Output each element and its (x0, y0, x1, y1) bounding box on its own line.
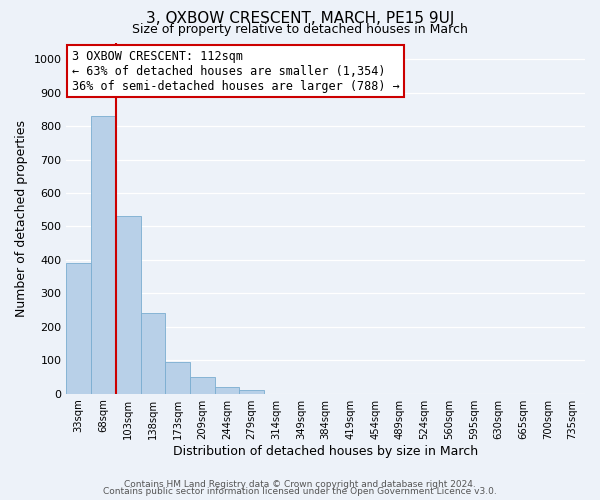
Bar (165, 362, 190, 394)
Text: 3 OXBOW CRESCENT: 112sqm
← 63% of detached houses are smaller (1,354)
36% of sem: 3 OXBOW CRESCENT: 112sqm ← 63% of detach… (71, 50, 400, 92)
X-axis label: Distribution of detached houses by size in March: Distribution of detached houses by size … (173, 444, 478, 458)
Bar (116, 216, 140, 394)
Bar (91, 116, 116, 394)
Bar (140, 314, 165, 394)
Text: Contains public sector information licensed under the Open Government Licence v3: Contains public sector information licen… (103, 487, 497, 496)
Text: Contains HM Land Registry data © Crown copyright and database right 2024.: Contains HM Land Registry data © Crown c… (124, 480, 476, 489)
Bar (190, 377, 215, 394)
Bar (67, 264, 91, 394)
Y-axis label: Number of detached properties: Number of detached properties (15, 120, 28, 316)
Text: 3, OXBOW CRESCENT, MARCH, PE15 9UJ: 3, OXBOW CRESCENT, MARCH, PE15 9UJ (146, 11, 454, 26)
Bar (239, 390, 264, 394)
Text: Size of property relative to detached houses in March: Size of property relative to detached ho… (132, 22, 468, 36)
Bar (215, 387, 239, 394)
